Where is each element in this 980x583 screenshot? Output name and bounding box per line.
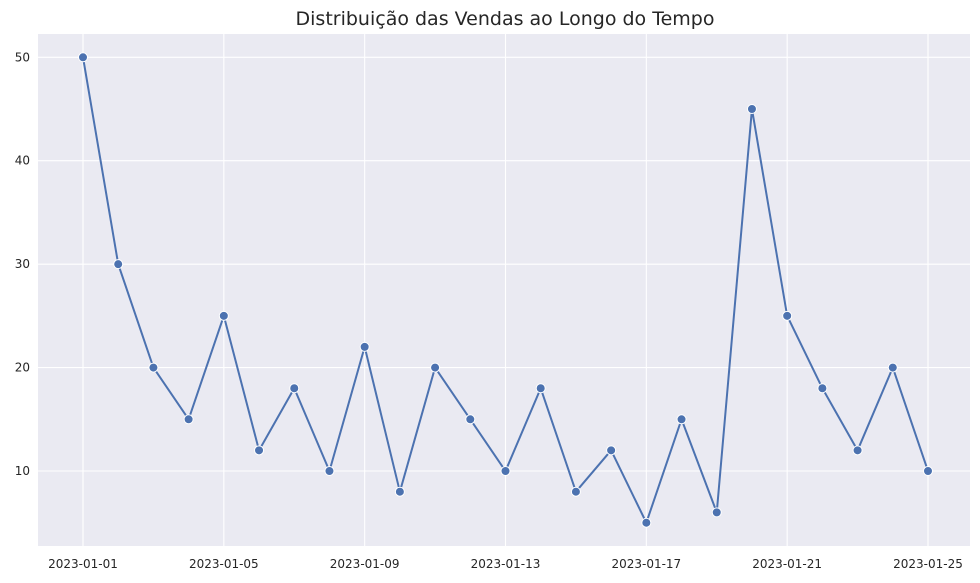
data-point — [183, 414, 194, 425]
x-tick-label: 2023-01-01 — [48, 557, 118, 571]
x-tick-label: 2023-01-17 — [611, 557, 681, 571]
data-point — [676, 414, 687, 425]
data-point — [852, 445, 863, 456]
data-point — [113, 259, 124, 270]
data-point — [746, 103, 757, 114]
x-tick-label: 2023-01-05 — [189, 557, 259, 571]
data-point — [606, 445, 617, 456]
y-axis: 10 20 30 40 50 — [15, 50, 30, 478]
data-point — [887, 362, 898, 373]
data-point — [711, 507, 722, 518]
x-tick-label: 2023-01-21 — [752, 557, 822, 571]
data-point — [359, 341, 370, 352]
y-tick-label: 10 — [15, 464, 30, 478]
data-point — [394, 486, 405, 497]
gridlines — [38, 34, 970, 546]
x-tick-label: 2023-01-13 — [471, 557, 541, 571]
data-point — [817, 383, 828, 394]
data-point — [782, 310, 793, 321]
data-point — [289, 383, 300, 394]
data-point — [500, 466, 511, 477]
chart-title: Distribuição das Vendas ao Longo do Temp… — [296, 8, 715, 30]
data-point — [570, 486, 581, 497]
data-point — [641, 517, 652, 528]
x-axis: 2023-01-01 2023-01-05 2023-01-09 2023-01-13… — [48, 557, 963, 571]
x-tick-label: 2023-01-09 — [330, 557, 400, 571]
data-point — [430, 362, 441, 373]
data-point — [465, 414, 476, 425]
data-point — [78, 52, 88, 63]
x-tick-label: 2023-01-25 — [893, 557, 963, 571]
data-point — [254, 445, 265, 456]
data-point — [148, 362, 159, 373]
plot-area — [38, 34, 970, 546]
y-tick-label: 20 — [15, 361, 30, 375]
data-point — [923, 466, 933, 477]
data-point — [535, 383, 546, 394]
data-point — [218, 310, 229, 321]
data-point — [324, 466, 335, 477]
y-tick-label: 30 — [15, 257, 30, 271]
y-tick-label: 40 — [15, 154, 30, 168]
series-vendas — [78, 52, 933, 528]
y-tick-label: 50 — [15, 50, 30, 64]
